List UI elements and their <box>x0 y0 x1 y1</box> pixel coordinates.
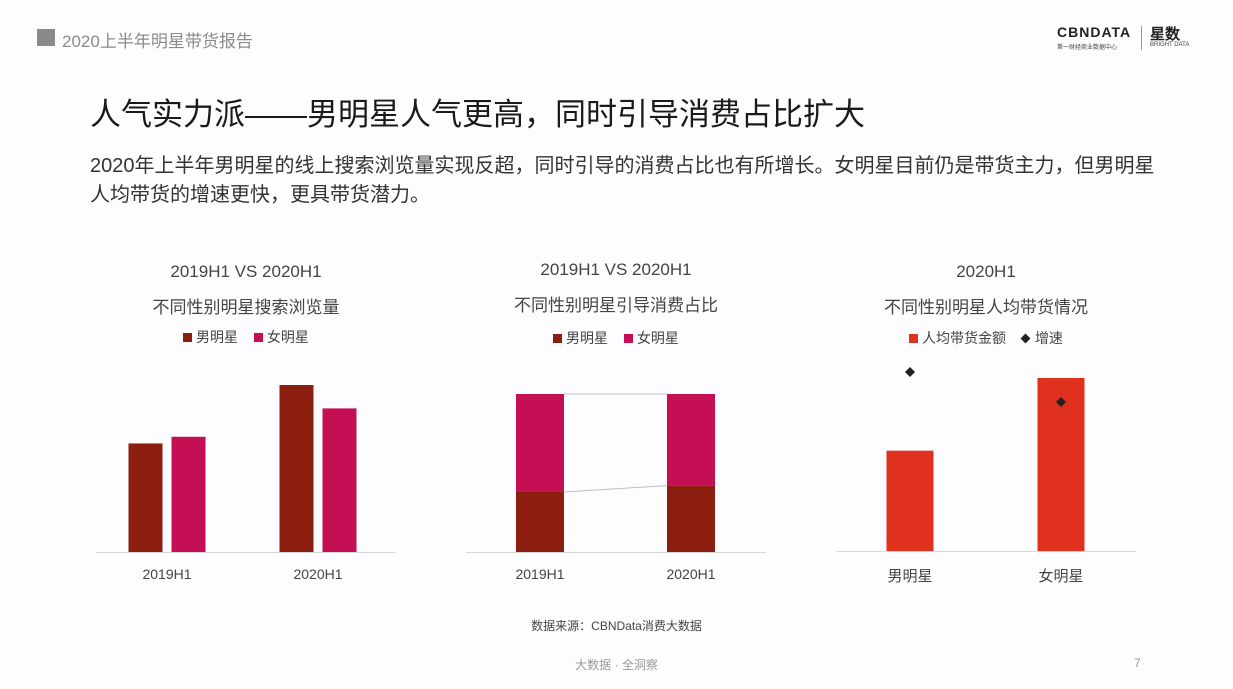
chart-title-line2: 不同性别明星引导消费占比 <box>514 296 718 315</box>
bar-female-2020H1 <box>667 394 715 486</box>
legend-item-female: 女明星 <box>623 328 679 348</box>
chart-title-line2: 不同性别明星人均带货情况 <box>884 298 1088 317</box>
logo-divider <box>1141 26 1142 50</box>
report-title: 2020上半年明星带货报告 <box>62 32 253 51</box>
chart-plot: 2019H1 2020H1 <box>466 393 766 582</box>
legend-label: 人均带货金额 <box>922 330 1007 346</box>
x-tick-label: 2019H1 <box>142 566 191 582</box>
legend-swatch <box>623 334 633 343</box>
header-square-icon <box>37 29 55 46</box>
legend-swatch <box>553 334 563 343</box>
page-number: 7 <box>1134 656 1141 670</box>
chart-title-line2: 不同性别明星搜索浏览量 <box>152 298 340 317</box>
x-tick-label: 女明星 <box>1038 567 1083 585</box>
x-tick-label: 2020H1 <box>666 566 715 582</box>
logo-cn-text: 星数 <box>1150 26 1181 43</box>
chart-title-line1: 2020H1 <box>956 262 1016 281</box>
connector-line-split <box>563 485 668 493</box>
bar-female-2020H1 <box>322 408 357 552</box>
cbndata-logo: CBNDATA 第一财经商业数据中心 星数 BRIGHT DATA <box>1057 24 1197 52</box>
legend-item-male: 男明星 <box>183 327 238 347</box>
logo-en-text: BRIGHT DATA <box>1150 42 1190 48</box>
bar-female-2019H1 <box>171 436 206 552</box>
bar-male-2020H1 <box>667 485 715 552</box>
legend-label: 男明星 <box>566 330 609 346</box>
page-headline: 人气实力派——男明星人气更高，同时引导消费占比扩大 <box>90 97 865 132</box>
legend-item-male: 男明星 <box>553 328 608 348</box>
chart-legend: 男明星 女明星 <box>86 327 406 347</box>
legend-swatch <box>253 333 263 342</box>
legend-item-female: 女明星 <box>253 327 309 347</box>
legend-label: 女明星 <box>636 330 679 346</box>
chart-legend: 人均带货金额 增速 <box>826 328 1146 348</box>
legend-swatch <box>909 334 919 343</box>
legend-swatch <box>183 333 193 342</box>
chart-plot: 男明星 女明星 <box>836 367 1136 585</box>
bar-female-2019H1 <box>516 394 564 492</box>
bar-male-2020H1 <box>279 385 314 552</box>
chart-per-capita-sales: 2020H1 不同性别明星人均带货情况 人均带货金额 增速 男明星 女明星 <box>826 255 1146 600</box>
legend-label: 增速 <box>1034 330 1063 346</box>
legend-label: 女明星 <box>266 329 309 345</box>
x-tick-label: 男明星 <box>887 568 932 585</box>
x-tick-label: 2019H1 <box>515 566 564 582</box>
legend-label: 男明星 <box>196 329 239 345</box>
chart-search-views: 2019H1 VS 2020H1 不同性别明星搜索浏览量 男明星 女明星 201… <box>86 255 406 600</box>
footer-tagline: 大数据 · 全洞察 <box>575 658 658 672</box>
chart-title-line1: 2019H1 VS 2020H1 <box>170 262 322 281</box>
bar-amount-男明星 <box>886 450 934 551</box>
chart-plot: 2019H1 2020H1 <box>96 385 396 582</box>
bar-male-2019H1 <box>516 491 564 552</box>
legend-item-amount: 人均带货金额 <box>909 328 1006 348</box>
chart-legend: 男明星 女明星 <box>456 328 776 348</box>
logo-sub-text: 第一财经商业数据中心 <box>1057 45 1118 51</box>
bar-male-2019H1 <box>128 443 163 552</box>
chart-consumption-share: 2019H1 VS 2020H1 不同性别明星引导消费占比 男明星 女明星 20… <box>456 255 776 600</box>
chart-title-line1: 2019H1 VS 2020H1 <box>540 260 692 279</box>
logo-main-text: CBNDATA <box>1057 24 1132 40</box>
x-tick-label: 2020H1 <box>293 566 342 582</box>
legend-item-growth: 增速 <box>1020 328 1063 348</box>
data-source: 数据来源：CBNData消费大数据 <box>531 619 702 633</box>
growth-diamond-女明星 <box>1056 397 1066 407</box>
page-description: 2020年上半年男明星的线上搜索浏览量实现反超，同时引导的消费占比也有所增长。女… <box>90 155 1155 206</box>
growth-diamond-男明星 <box>905 367 915 377</box>
